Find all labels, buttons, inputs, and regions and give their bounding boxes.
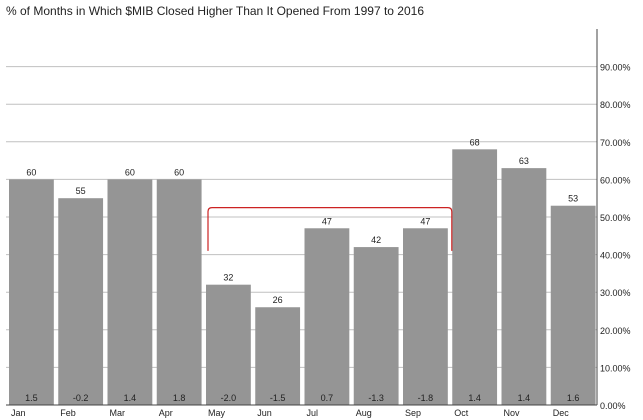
bar-value-label: 53 — [568, 194, 578, 204]
x-tick-label: Feb — [60, 408, 76, 418]
x-axis-labels: Jan Feb Mar Apr May Jun Jul Aug Sep Oct Nov Dec — [11, 408, 569, 418]
bar-value-label: 42 — [371, 235, 381, 245]
bar — [107, 179, 153, 405]
bar — [501, 168, 547, 405]
bar-value-label: 60 — [125, 167, 135, 177]
bar — [255, 307, 301, 405]
bar-bottom-label: 1.4 — [124, 393, 137, 403]
bar — [353, 247, 399, 405]
y-tick-label: 70.00% — [600, 138, 631, 148]
bar-value-label: 55 — [76, 186, 86, 196]
y-tick-label: 20.00% — [600, 326, 631, 336]
x-tick-label: Jul — [307, 408, 319, 418]
bar-bottom-label: -1.3 — [368, 393, 384, 403]
y-tick-label: 50.00% — [600, 213, 631, 223]
y-tick-label: 80.00% — [600, 100, 631, 110]
bar-value-label: 47 — [420, 216, 430, 226]
y-tick-label: 30.00% — [600, 288, 631, 298]
x-tick-label: Sep — [405, 408, 421, 418]
bar — [452, 149, 498, 405]
x-tick-label: Nov — [504, 408, 521, 418]
bar-value-label: 63 — [519, 156, 529, 166]
y-tick-label: 40.00% — [600, 251, 631, 261]
gridlines — [6, 66, 597, 406]
y-tick-label: 10.00% — [600, 363, 631, 373]
bar — [9, 179, 54, 405]
bar-bottom-label: -1.8 — [418, 393, 434, 403]
y-tick-label: 90.00% — [600, 63, 631, 73]
bar — [156, 179, 202, 405]
bar — [403, 228, 448, 405]
bar-bottom-label: 1.4 — [468, 393, 481, 403]
bar — [58, 198, 104, 405]
bar-value-label: 32 — [223, 273, 233, 283]
x-tick-label: Jan — [11, 408, 26, 418]
bar — [304, 228, 350, 405]
bar-bottom-label: 1.8 — [173, 393, 186, 403]
bar-value-label: 47 — [322, 216, 332, 226]
x-tick-label: Apr — [159, 408, 173, 418]
bar-bottom-label: 1.5 — [25, 393, 38, 403]
bar — [206, 284, 251, 405]
y-axis: 0.00% 10.00% 20.00% 30.00% 40.00% 50.00% 60.00… — [6, 29, 631, 411]
bars — [9, 149, 596, 405]
y-tick-label: 0.00% — [600, 401, 626, 411]
bar-value-label: 26 — [273, 295, 283, 305]
x-tick-label: May — [208, 408, 226, 418]
x-tick-label: Dec — [553, 408, 570, 418]
bar-value-label: 60 — [26, 167, 36, 177]
x-tick-label: Mar — [110, 408, 126, 418]
bar-labels: 60 1.5 55 -0.2 60 1.4 60 1.8 32 -2.0 26 -1.5 47 0.7 42… — [25, 137, 579, 403]
annotation-bracket — [207, 207, 453, 251]
bar-value-label: 68 — [470, 137, 480, 147]
chart-title: % of Months in Which $MIB Closed Higher … — [6, 4, 424, 18]
bracket-line — [207, 207, 453, 251]
x-tick-label: Aug — [356, 408, 372, 418]
bar — [550, 205, 596, 405]
x-tick-label: Oct — [454, 408, 469, 418]
bar-value-label: 60 — [174, 167, 184, 177]
x-tick-label: Jun — [257, 408, 272, 418]
bar-bottom-label: 1.6 — [567, 393, 580, 403]
bar-bottom-label: 0.7 — [321, 393, 334, 403]
y-tick-label: 60.00% — [600, 175, 631, 185]
bar-bottom-label: -2.0 — [221, 393, 237, 403]
bar-bottom-label: -1.5 — [270, 393, 286, 403]
bar-bottom-label: 1.4 — [518, 393, 531, 403]
bar-bottom-label: -0.2 — [73, 393, 89, 403]
